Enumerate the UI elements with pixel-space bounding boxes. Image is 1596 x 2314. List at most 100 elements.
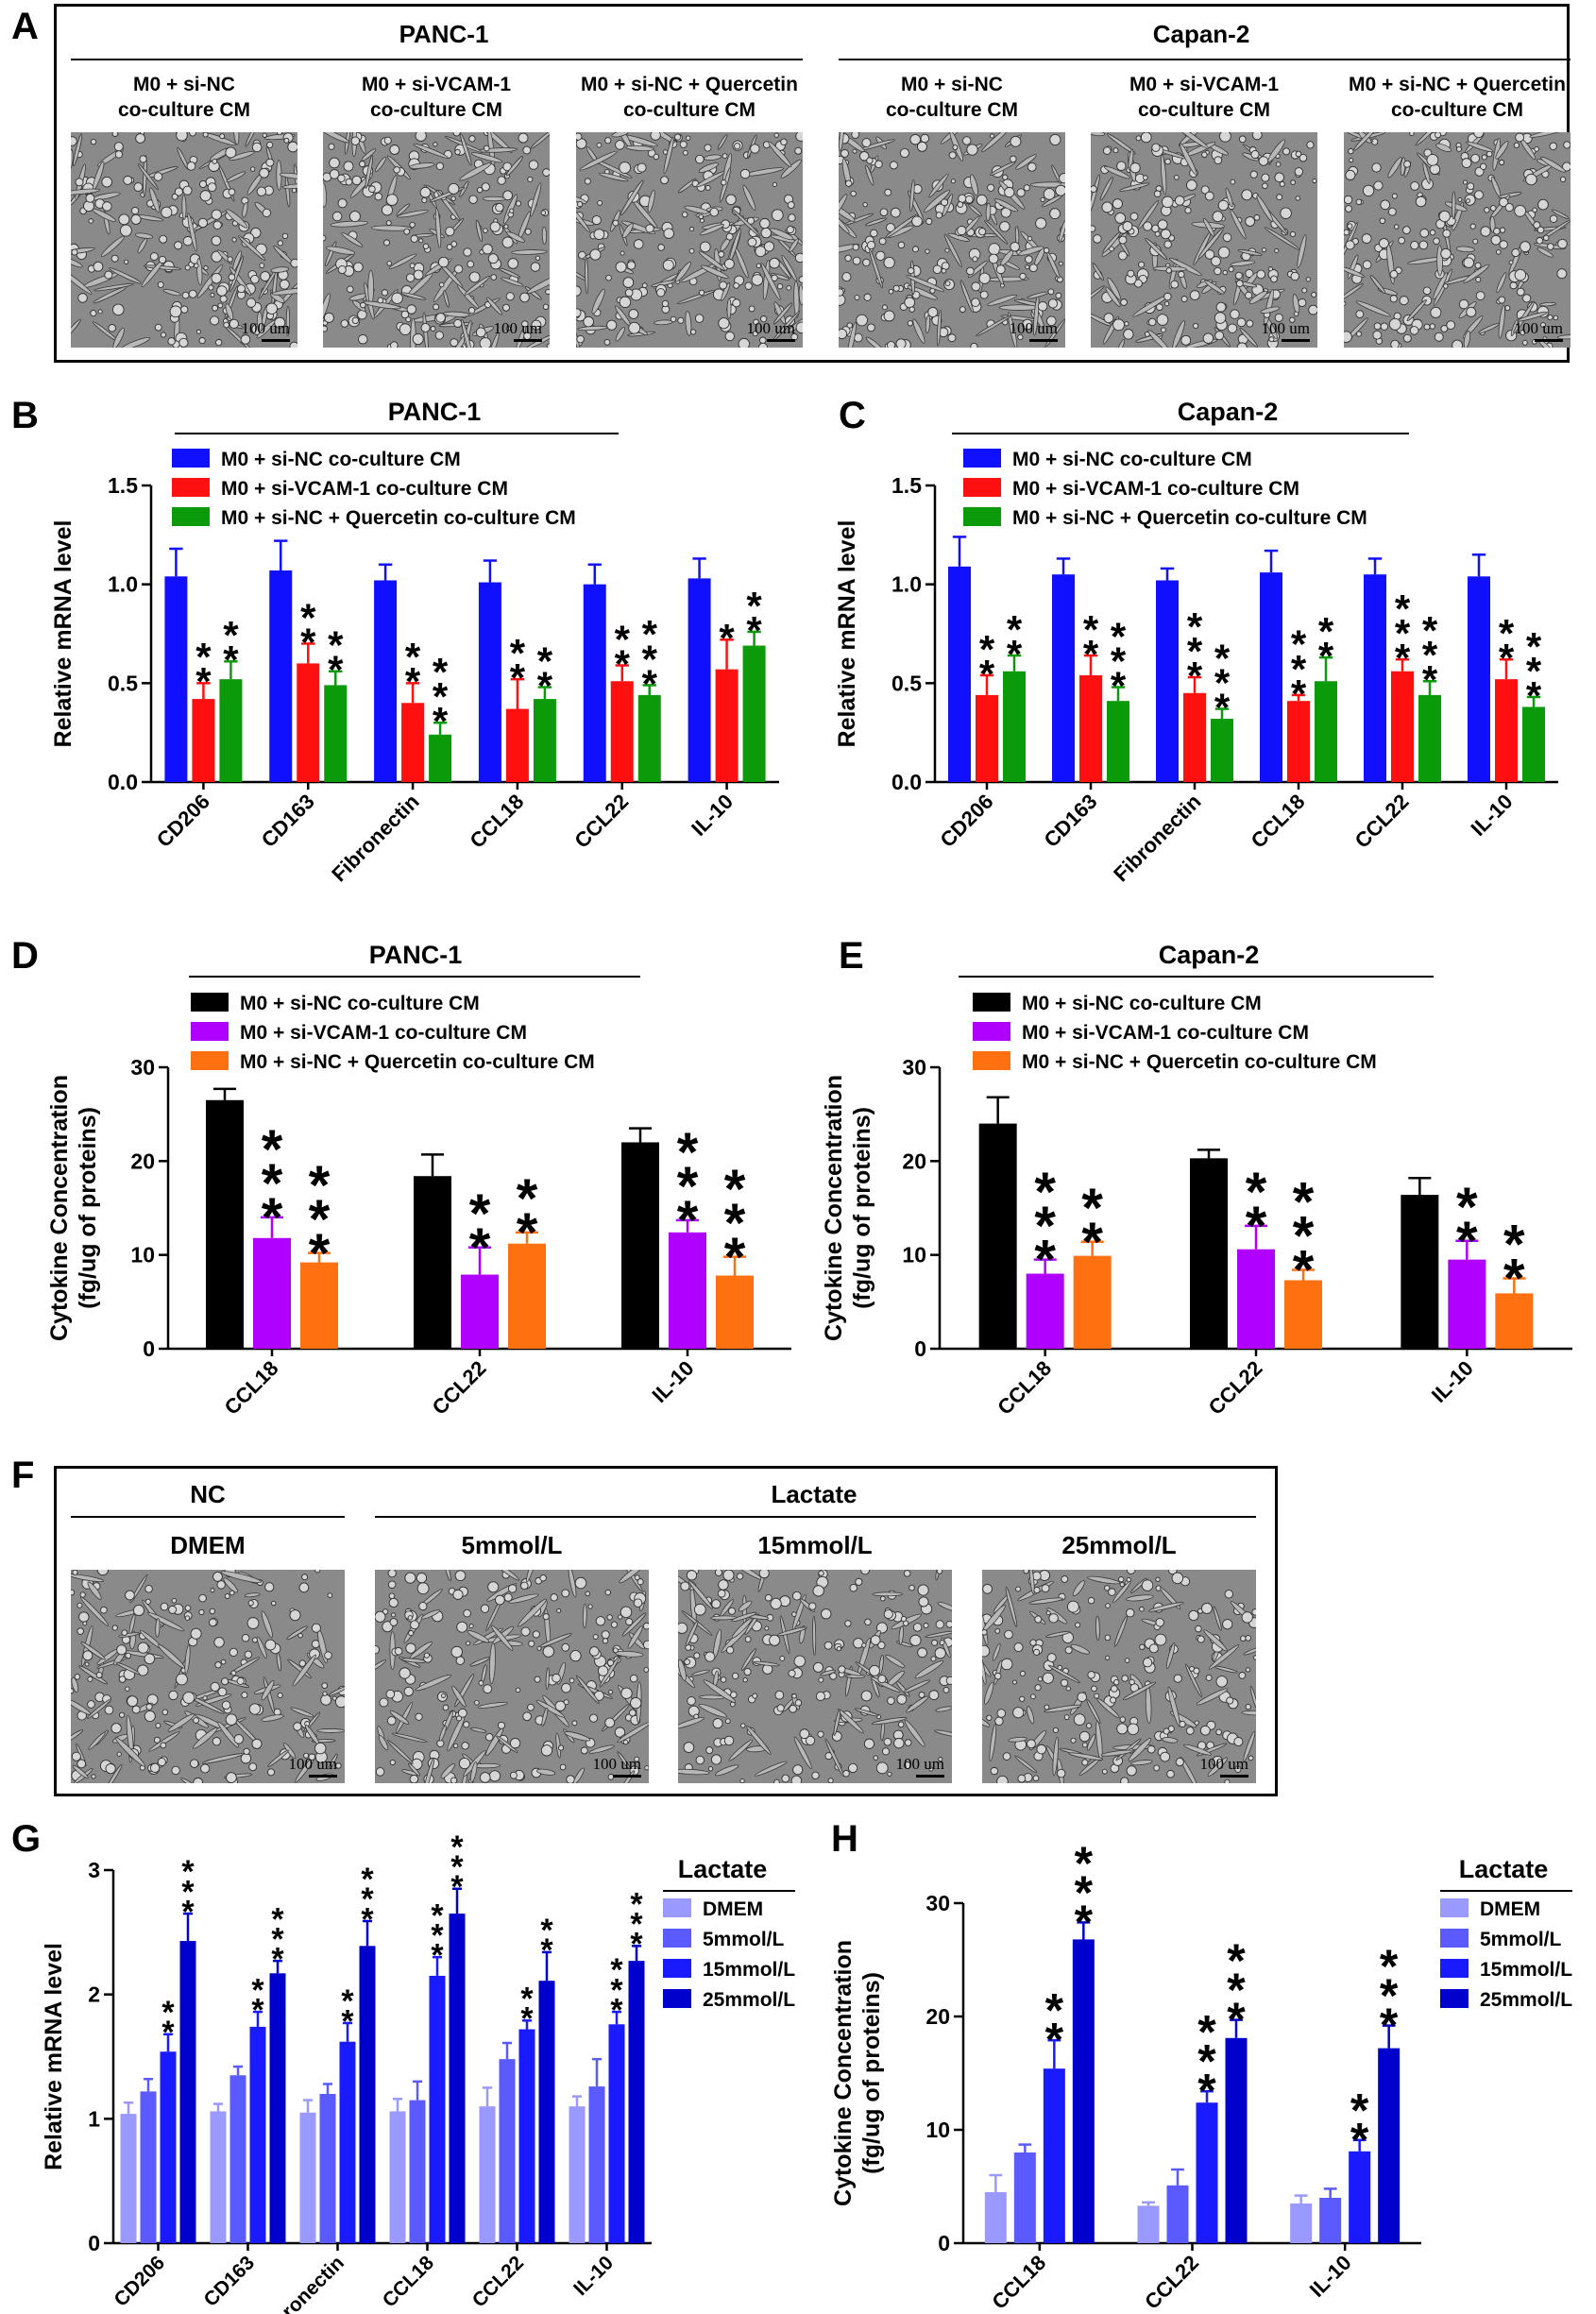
y-axis-label-line: (fg/ug of proteins) xyxy=(858,1972,885,2174)
legend-swatch xyxy=(973,1051,1010,1070)
bar xyxy=(628,1961,645,2243)
condition-label: M0 + si-NC co-culture CM xyxy=(117,74,250,122)
x-tick-label: CCL18 xyxy=(379,2252,439,2312)
bar xyxy=(401,703,425,782)
significance-star: * xyxy=(630,1927,643,1963)
significance-star: * xyxy=(1214,660,1231,705)
chart-h: Lactate DMEM 5mmol/L 15mmol/L 25mmol/L 0 10 20 3… xyxy=(830,1837,1572,2314)
significance-star: * xyxy=(405,659,421,704)
bar xyxy=(179,1941,196,2243)
bar xyxy=(229,2075,246,2243)
cell-texture xyxy=(1091,132,1317,348)
significance-star: * xyxy=(195,659,212,704)
significance-star: * xyxy=(1395,636,1411,680)
y-tick-label: 1 xyxy=(88,2106,100,2131)
significance-star: * xyxy=(361,1881,374,1917)
bar xyxy=(583,584,606,782)
bar xyxy=(1448,1259,1486,1349)
significance-star: * xyxy=(433,650,449,694)
legend-swatch xyxy=(172,449,210,468)
legend-label: M0 + si-NC co-culture CM xyxy=(1022,993,1262,1014)
legend-swatch xyxy=(963,449,1001,468)
bar xyxy=(948,566,971,782)
y-tick-label: 30 xyxy=(130,1055,155,1080)
significance-star: * xyxy=(1456,1211,1478,1272)
group-underline xyxy=(71,1516,345,1518)
significance-star: * xyxy=(1380,1940,1399,1993)
significance-star: * xyxy=(1197,2035,1216,2088)
condition-label: M0 + si-VCAM-1 co-culture CM xyxy=(361,74,512,122)
bar xyxy=(210,2111,227,2243)
x-tick-label: CCL18 xyxy=(465,790,528,853)
significance-star: * xyxy=(1380,1969,1399,2022)
group-label-nc: NC xyxy=(190,1480,226,1508)
significance-star: * xyxy=(540,1932,553,1968)
significance-star: * xyxy=(405,635,421,679)
x-tick-label: CCL18 xyxy=(987,2251,1050,2314)
significance-star: * xyxy=(642,612,658,656)
significance-star: * xyxy=(610,1952,623,1988)
significance-star: * xyxy=(262,1187,283,1249)
y-tick-label: 10 xyxy=(925,2118,950,2142)
x-tick-label: CCL22 xyxy=(468,2252,528,2311)
significance-star: * xyxy=(677,1190,699,1251)
condition-label: M0 + si-VCAM-1 co-culture CM xyxy=(1129,74,1280,122)
x-tick-label: CCL18 xyxy=(993,1356,1056,1420)
significance-star: * xyxy=(1526,624,1542,669)
chart-d: PANC-1 M0 + si-NC co-culture CM M0 + si-VC… xyxy=(46,941,791,1420)
legend-label: M0 + si-NC + Quercetin co-culture CM xyxy=(240,1051,595,1073)
legend-swatch xyxy=(1440,1989,1469,2008)
y-tick-label: 1.0 xyxy=(891,572,922,597)
x-tick-label: CCL22 xyxy=(1204,1356,1267,1420)
y-axis-label: Relative mRNA level xyxy=(834,520,860,748)
significance-star: * xyxy=(642,637,658,681)
bar xyxy=(461,1274,499,1349)
micrograph-image: 100 um xyxy=(1344,132,1571,348)
bar xyxy=(164,576,188,782)
x-tick-label: CCL22 xyxy=(1350,790,1414,853)
significance-star: * xyxy=(1197,2006,1216,2059)
y-tick-label: 30 xyxy=(925,1891,950,1915)
y-tick-label: 1.5 xyxy=(108,473,138,498)
bar xyxy=(499,2059,516,2243)
bar xyxy=(621,1142,659,1349)
scale-bar xyxy=(916,1775,944,1778)
x-tick-label: IL-10 xyxy=(1467,790,1518,841)
bar xyxy=(538,1981,555,2243)
group-underline xyxy=(71,59,803,60)
x-tick-label: CCL22 xyxy=(569,790,633,853)
condition-label: M0 + si-NC + Quercetin co-culture CM xyxy=(1349,74,1566,122)
significance-star: * xyxy=(979,652,995,696)
bar xyxy=(669,1232,706,1349)
bar xyxy=(742,645,766,782)
legend-label: M0 + si-VCAM-1 co-culture CM xyxy=(1022,1022,1309,1044)
significance-star: * xyxy=(1503,1215,1525,1276)
bar xyxy=(688,578,711,782)
significance-star: * xyxy=(1293,1206,1315,1268)
bar xyxy=(1495,679,1518,782)
significance-star: * xyxy=(271,1921,284,1957)
legend-label: M0 + si-NC + Quercetin co-culture CM xyxy=(1012,507,1367,529)
significance-star: * xyxy=(1075,1837,1094,1890)
scale-bar xyxy=(262,339,290,342)
legend-label: 15mmol/L xyxy=(1480,1959,1572,1981)
legend-label: DMEM xyxy=(1480,1898,1540,1920)
x-tick-label: IL-10 xyxy=(648,1356,699,1407)
cell-texture xyxy=(323,132,550,348)
legend-swatch xyxy=(963,507,1001,526)
bar xyxy=(1013,2152,1036,2243)
bar xyxy=(1190,1158,1228,1349)
significance-star: * xyxy=(309,1223,331,1285)
condition-label: 5mmol/L xyxy=(461,1531,563,1559)
cell-texture xyxy=(576,132,803,348)
scale-bar-label: 100 um xyxy=(1009,319,1058,337)
panel-label-h: H xyxy=(831,1818,858,1860)
bar xyxy=(1378,2048,1401,2243)
significance-star: * xyxy=(195,635,212,679)
y-axis-label: Cytokine Concentration(fg/ug of proteins… xyxy=(821,1075,875,1341)
scale-bar-label: 100 um xyxy=(288,1755,337,1773)
bar xyxy=(389,2111,406,2243)
bar xyxy=(414,1176,451,1349)
bar xyxy=(976,694,998,782)
bar xyxy=(300,1262,338,1349)
